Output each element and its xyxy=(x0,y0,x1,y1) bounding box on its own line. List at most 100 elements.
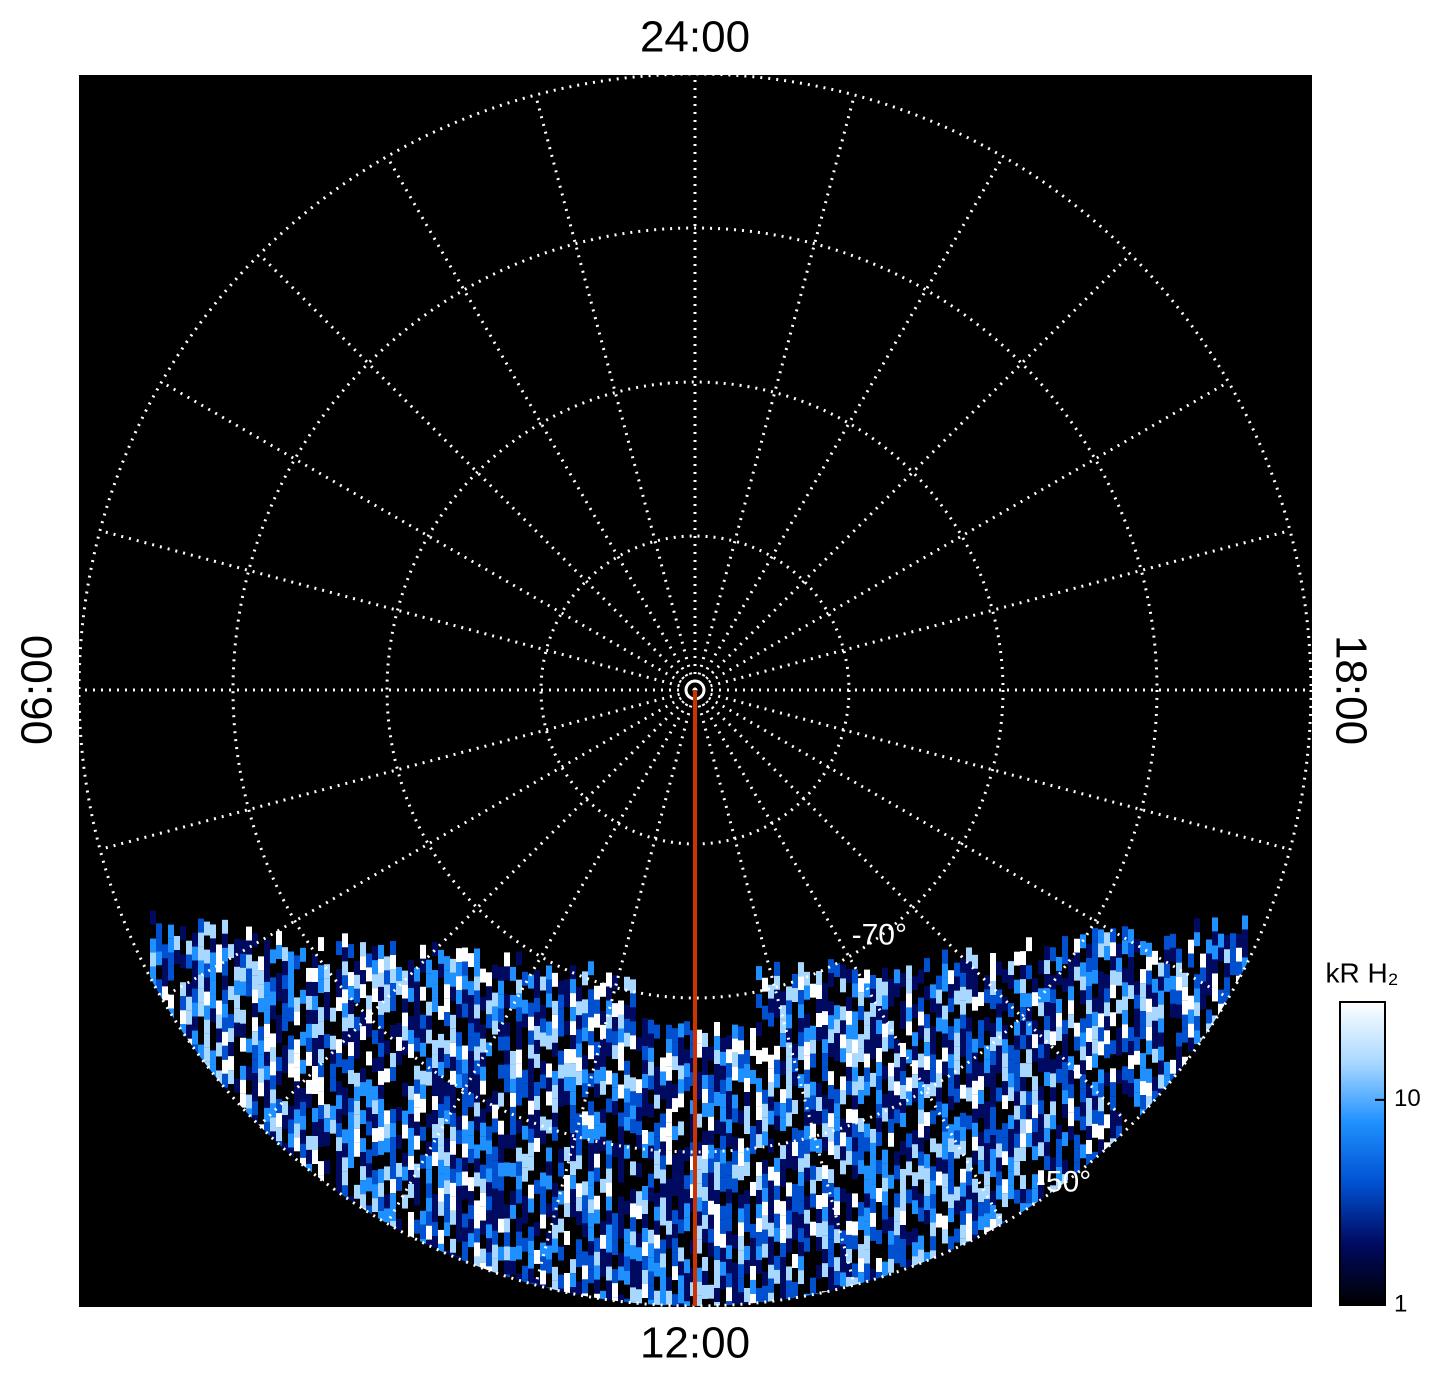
emission-cell xyxy=(168,994,174,1009)
emission-cell xyxy=(966,961,972,976)
emission-cell xyxy=(966,1227,972,1242)
emission-cell xyxy=(510,980,516,995)
emission-cell xyxy=(1116,1027,1122,1042)
emission-cell xyxy=(1182,1309,1188,1323)
emission-cell xyxy=(918,1025,924,1040)
emission-cell xyxy=(402,1026,408,1041)
emission-cell xyxy=(822,1179,828,1194)
emission-cell xyxy=(1032,992,1038,1007)
emission-cell xyxy=(402,1096,408,1111)
emission-cell xyxy=(852,1263,858,1278)
emission-cell xyxy=(930,1152,936,1167)
emission-cell xyxy=(1170,947,1176,962)
emission-cell xyxy=(234,938,240,953)
emission-cell xyxy=(1074,1022,1080,1037)
emission-cell xyxy=(870,1198,876,1213)
emission-cell xyxy=(1158,976,1164,991)
emission-cell xyxy=(612,1213,618,1228)
emission-cell xyxy=(372,1058,378,1073)
emission-cell xyxy=(846,982,852,997)
emission-cell xyxy=(486,1238,492,1253)
emission-cell xyxy=(372,1072,378,1087)
emission-cell xyxy=(252,961,258,976)
emission-cell xyxy=(726,1161,732,1176)
emission-cell xyxy=(306,1079,312,1094)
emission-cell xyxy=(1140,1025,1146,1040)
emission-cell xyxy=(1128,1111,1134,1126)
emission-cell xyxy=(1194,1002,1200,1017)
emission-cell xyxy=(786,1070,792,1085)
emission-cell xyxy=(1236,947,1242,962)
emission-cell xyxy=(726,1077,732,1092)
emission-cell xyxy=(546,1175,552,1190)
emission-cell xyxy=(936,1059,942,1074)
emission-cell xyxy=(390,941,396,956)
emission-cell xyxy=(960,1112,966,1127)
emission-cell xyxy=(636,1065,642,1080)
emission-cell xyxy=(360,1152,366,1167)
emission-cell xyxy=(768,1222,774,1237)
emission-cell xyxy=(834,977,840,992)
emission-cell xyxy=(678,1205,684,1220)
emission-cell xyxy=(1218,975,1224,990)
emission-cell xyxy=(312,1122,318,1137)
emission-cell xyxy=(660,1211,666,1226)
emission-cell xyxy=(1230,961,1236,976)
emission-cell xyxy=(672,1070,678,1085)
emission-cell xyxy=(1164,1047,1170,1062)
emission-cell xyxy=(1164,977,1170,992)
emission-cell xyxy=(666,1234,672,1249)
emission-cell xyxy=(1008,1129,1014,1144)
emission-cell xyxy=(462,1185,468,1200)
emission-cell xyxy=(450,958,456,973)
emission-cell xyxy=(426,1057,432,1072)
emission-cell xyxy=(288,1077,294,1092)
emission-cell xyxy=(792,1155,798,1170)
emission-cell xyxy=(324,1020,330,1035)
emission-cell xyxy=(504,1204,510,1219)
emission-cell xyxy=(828,1113,834,1128)
emission-cell xyxy=(834,991,840,1006)
emission-cell xyxy=(678,1149,684,1164)
emission-cell xyxy=(756,1204,762,1219)
emission-cell xyxy=(276,987,282,1002)
emission-cell xyxy=(1014,965,1020,980)
emission-cell xyxy=(768,1307,774,1321)
emission-cell xyxy=(924,1308,930,1322)
emission-cell xyxy=(630,1231,636,1246)
emission-cell xyxy=(876,1118,882,1133)
emission-cell xyxy=(924,1168,930,1183)
emission-cell xyxy=(1038,1058,1044,1073)
emission-cell xyxy=(414,1205,420,1220)
emission-cell xyxy=(342,1101,348,1116)
emission-cell xyxy=(1020,1119,1026,1134)
emission-cell xyxy=(402,970,408,985)
emission-cell xyxy=(576,1001,582,1016)
emission-cell xyxy=(498,1148,504,1163)
emission-cell xyxy=(504,966,510,981)
emission-cell xyxy=(852,1067,858,1082)
emission-cell xyxy=(294,1025,300,1040)
emission-cell xyxy=(1188,939,1194,954)
emission-cell xyxy=(966,1213,972,1228)
emission-cell xyxy=(1176,976,1182,991)
emission-cell xyxy=(414,1219,420,1234)
emission-cell xyxy=(510,1134,516,1149)
emission-cell xyxy=(900,1014,906,1029)
emission-cell xyxy=(504,1246,510,1261)
emission-cell xyxy=(480,1052,486,1067)
emission-cell xyxy=(984,1199,990,1214)
emission-cell xyxy=(504,980,510,995)
emission-cell xyxy=(180,926,186,941)
emission-cell xyxy=(420,1224,426,1239)
emission-cell xyxy=(1008,1073,1014,1088)
emission-cell xyxy=(360,1306,366,1320)
emission-cell xyxy=(468,981,474,996)
emission-cell xyxy=(612,1003,618,1018)
emission-cell xyxy=(972,1122,978,1137)
emission-cell xyxy=(492,1104,498,1119)
emission-cell xyxy=(714,1288,720,1303)
emission-cell xyxy=(1038,1044,1044,1059)
emission-cell xyxy=(1212,1001,1218,1016)
emission-cell xyxy=(1128,971,1134,986)
